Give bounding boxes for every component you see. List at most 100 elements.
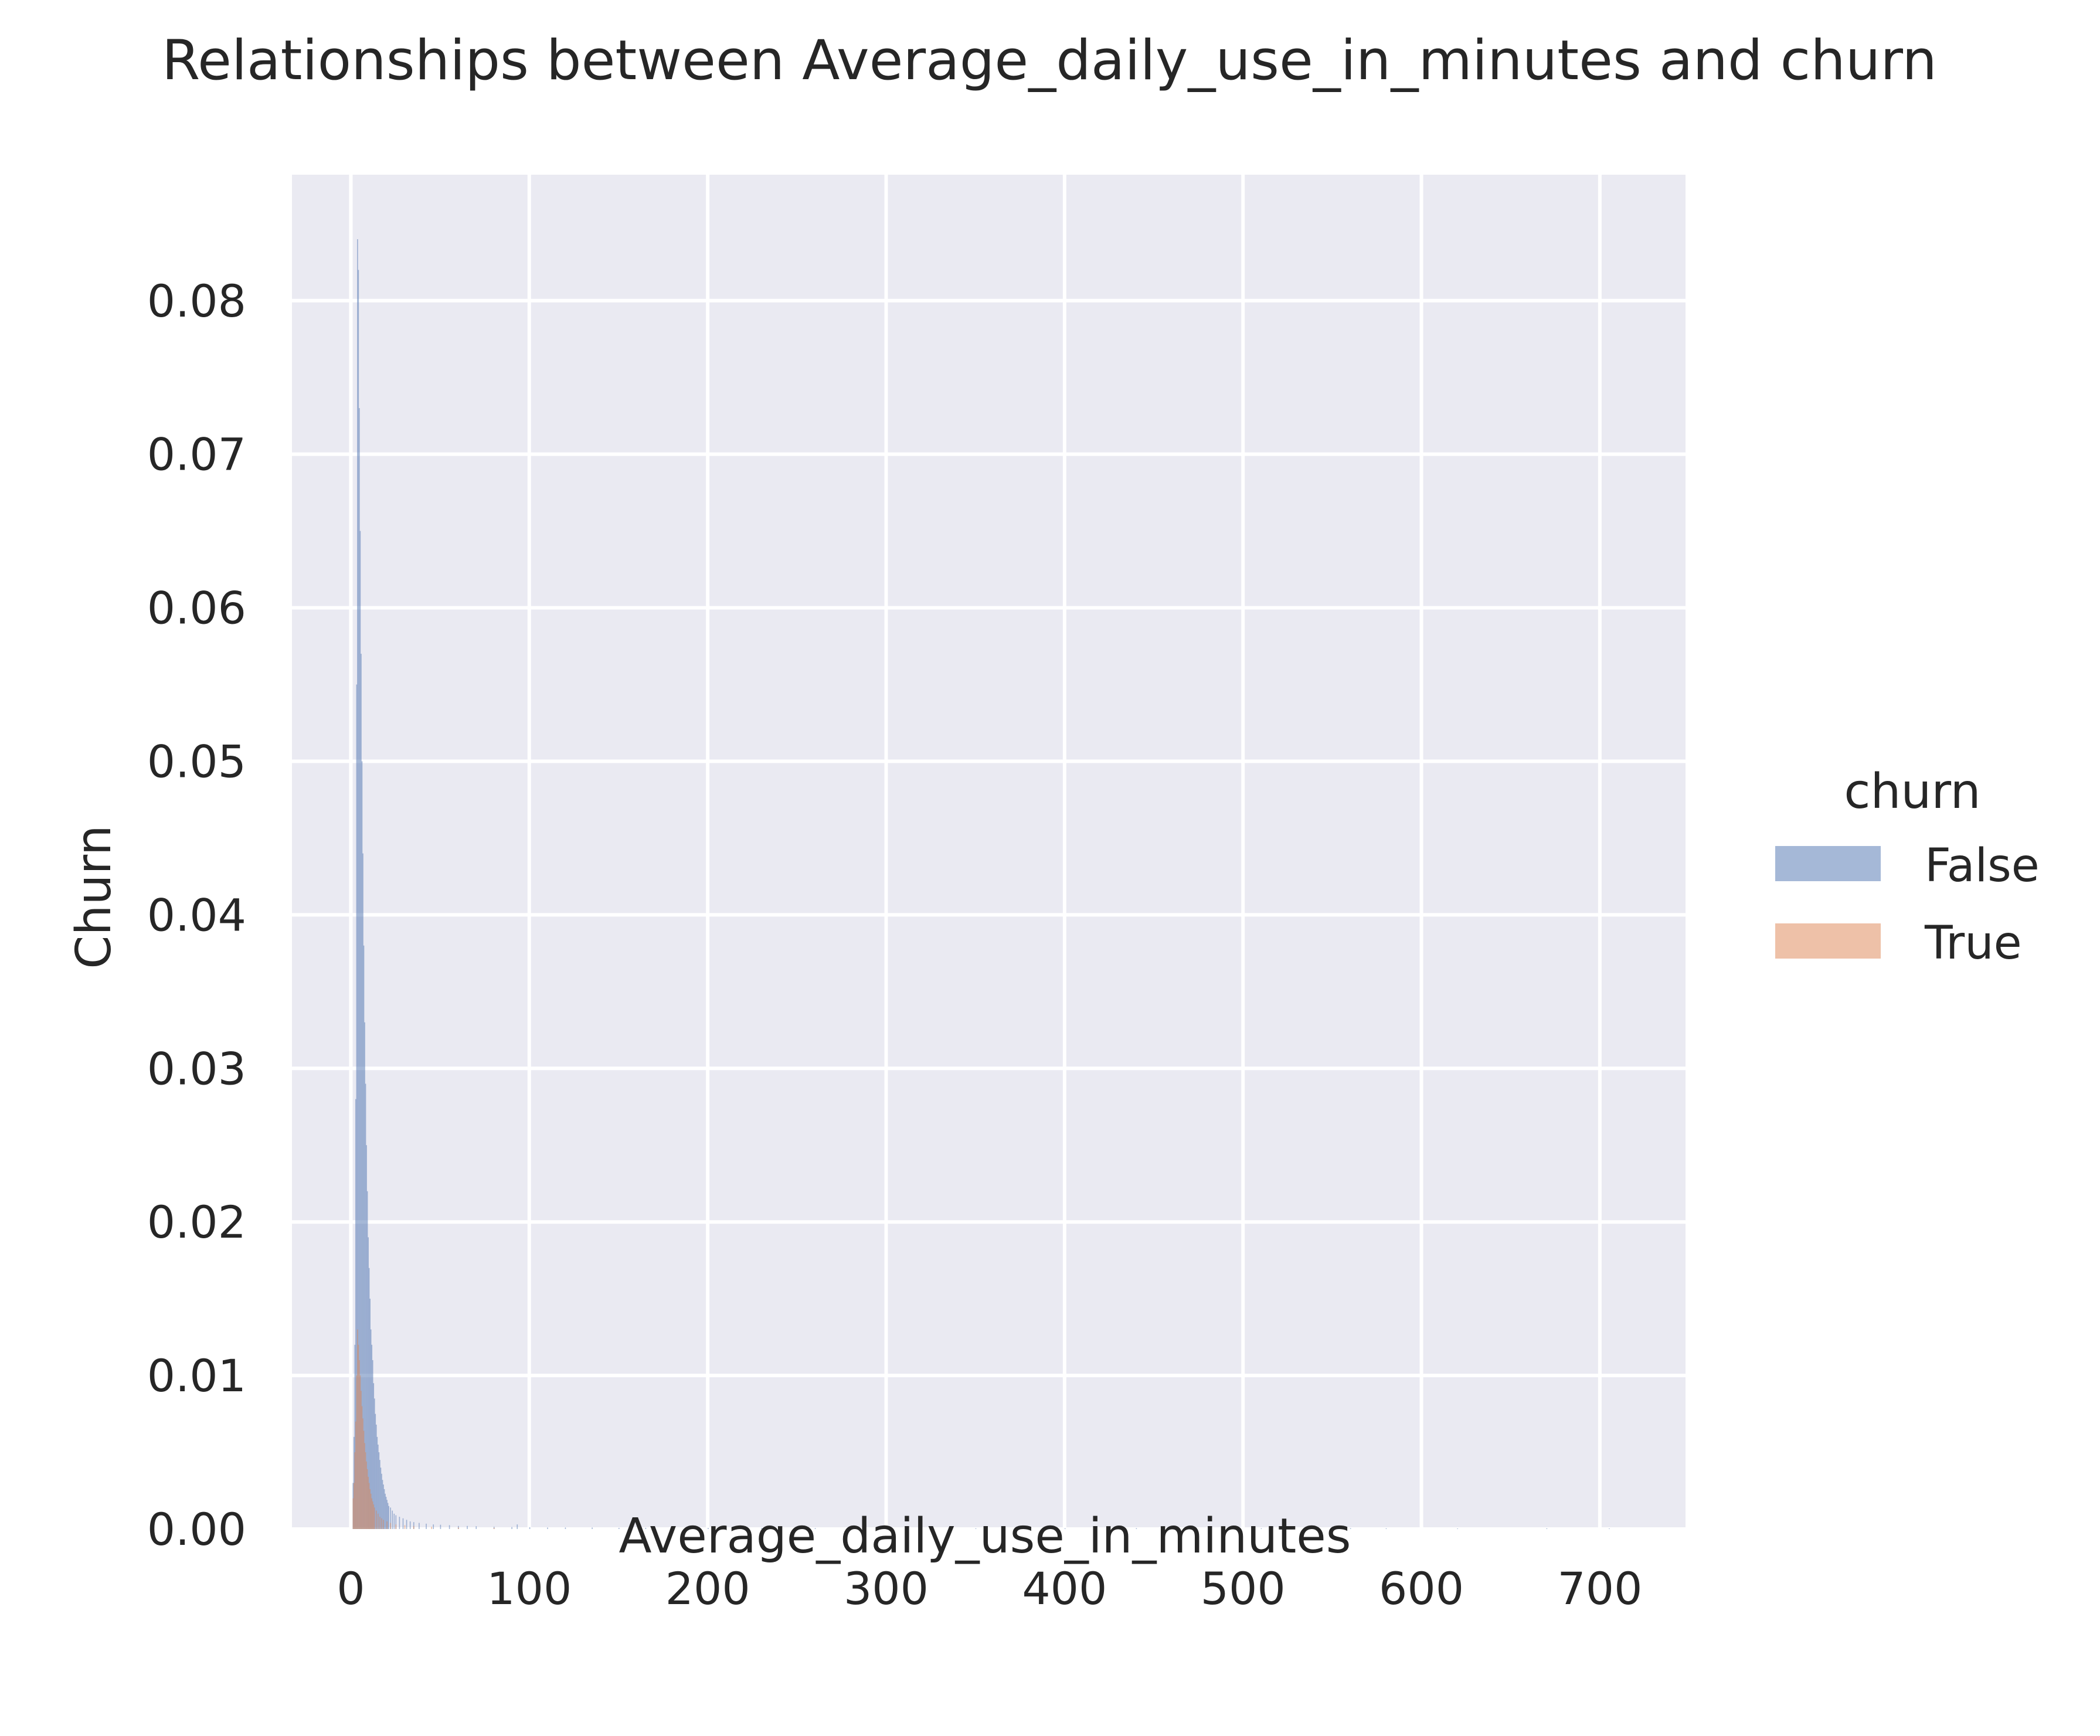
histogram-bar-false: [379, 1460, 380, 1529]
histogram-bar-false: [1546, 1528, 1548, 1529]
histogram-bar-true: [371, 1498, 373, 1529]
histogram-bar-false: [376, 1436, 378, 1529]
histogram-bar-true: [458, 1527, 459, 1529]
histogram-bar-false: [1350, 1528, 1351, 1529]
x-tick-label: 600: [1379, 1562, 1464, 1615]
histogram-bar-true: [364, 1443, 365, 1529]
histogram-bar-false: [618, 1527, 620, 1529]
x-tick-label: 300: [844, 1562, 929, 1615]
histogram-bar-true: [376, 1510, 377, 1529]
histogram-bar-false: [409, 1521, 411, 1529]
histogram-bar-true: [366, 1469, 368, 1529]
histogram-bar-true: [361, 1391, 362, 1529]
histogram-bar-false: [362, 853, 363, 1529]
y-tick-label: 0.02: [147, 1196, 246, 1248]
histogram-bar-false: [358, 270, 359, 1530]
histogram-bar-false: [382, 1480, 383, 1529]
histogram-bar-true: [370, 1493, 372, 1529]
y-tick-label: 0.01: [147, 1350, 246, 1402]
histogram-bar-false: [395, 1515, 397, 1529]
legend-title: churn: [1844, 764, 1980, 820]
x-tick-label: 400: [1022, 1562, 1107, 1615]
histogram-bar-false: [1189, 1528, 1191, 1529]
histogram-bar-false: [475, 1526, 477, 1529]
histogram-bar-false: [1385, 1528, 1387, 1529]
histogram-bar-true: [413, 1526, 414, 1529]
histogram-bar-false: [381, 1473, 382, 1529]
histogram-bar-false: [388, 1506, 389, 1529]
histogram-bar-false: [355, 1099, 356, 1529]
legend-label-false: False: [1925, 840, 2040, 892]
histogram-bar-true: [365, 1452, 366, 1529]
histogram-bar-false: [547, 1527, 548, 1529]
series-false-bars: [352, 239, 1610, 1530]
histogram-bar-false: [592, 1527, 593, 1529]
y-tick-label: 0.08: [147, 275, 246, 327]
histogram-bar-false: [370, 1329, 372, 1529]
histogram-bar-false: [368, 1237, 369, 1529]
y-axis-label: Churn: [66, 825, 122, 969]
histogram-bar-false: [413, 1522, 414, 1529]
histogram-bar-false: [1136, 1528, 1137, 1529]
histogram-bar-false: [1457, 1528, 1459, 1529]
histogram-bar-true: [359, 1375, 361, 1529]
histogram-bar-true: [381, 1518, 382, 1529]
histogram-bar-false: [406, 1520, 407, 1529]
histogram-bar-false: [364, 1022, 365, 1529]
histogram-bar-false: [371, 1344, 373, 1529]
histogram-bar-true: [374, 1507, 375, 1529]
legend-swatch-false: [1775, 846, 1881, 881]
legend: churn False True: [1775, 764, 2040, 970]
histogram-bar-true: [368, 1476, 369, 1529]
histogram-bar-false: [385, 1493, 386, 1529]
histogram-bar-false: [359, 408, 360, 1529]
histogram-bar-false: [433, 1524, 434, 1529]
histogram-bar-false: [368, 1268, 370, 1529]
histogram-bar-true: [493, 1527, 495, 1529]
histogram-bar-true: [363, 1431, 365, 1529]
histogram-bar-false: [383, 1484, 384, 1529]
histogram-bar-true: [352, 1498, 354, 1529]
histogram-bar-true: [373, 1504, 375, 1529]
histogram-bar-false: [511, 1527, 512, 1529]
gridlines: [292, 175, 1686, 1531]
histogram-bar-false: [375, 1414, 376, 1529]
histogram-bar-true: [395, 1524, 397, 1529]
histogram-bar-false: [390, 1507, 391, 1529]
series-true-bars: [352, 1329, 495, 1529]
histogram-bar-false: [1064, 1528, 1066, 1529]
histogram-bar-false: [419, 1523, 420, 1529]
histogram-bar-false: [366, 1191, 368, 1529]
histogram-bar-false: [886, 1528, 888, 1529]
histogram-bar-false: [516, 1524, 518, 1529]
histogram-bar-true: [379, 1517, 380, 1529]
histogram-bar-true: [369, 1489, 371, 1529]
chart-title: Relationships between Average_daily_use_…: [162, 29, 1937, 93]
x-tick-labels: 0 100 200 300 400 500 600 700: [337, 1562, 1642, 1615]
histogram-bar-false: [361, 761, 363, 1529]
y-tick-label: 0.04: [147, 889, 246, 941]
histogram-bar-true: [378, 1513, 379, 1529]
legend-swatch-true: [1775, 923, 1881, 959]
histogram-bar-false: [814, 1528, 816, 1529]
y-tick-label: 0.07: [147, 429, 246, 481]
histogram-bar-false: [356, 684, 358, 1529]
histogram-bar-true: [368, 1483, 370, 1529]
histogram-bar-true: [359, 1360, 360, 1529]
histogram-bar-false: [387, 1503, 389, 1529]
histogram-bar-false: [378, 1452, 380, 1529]
histogram-bar-true: [355, 1421, 356, 1529]
x-tick-label: 500: [1201, 1562, 1286, 1615]
x-tick-label: 200: [665, 1562, 750, 1615]
y-tick-label: 0.00: [147, 1503, 246, 1555]
histogram-bar-true: [431, 1527, 432, 1529]
x-tick-label: 700: [1557, 1562, 1642, 1615]
histogram-bar-true: [386, 1521, 388, 1529]
plot-area: [292, 175, 1686, 1529]
histogram-bar-false: [386, 1500, 388, 1529]
histogram-bar-false: [385, 1497, 387, 1529]
histogram-bar-false: [393, 1513, 395, 1529]
histogram-bar-true: [404, 1525, 406, 1529]
histogram-bar-false: [399, 1517, 400, 1529]
histogram-bar-false: [359, 531, 361, 1529]
